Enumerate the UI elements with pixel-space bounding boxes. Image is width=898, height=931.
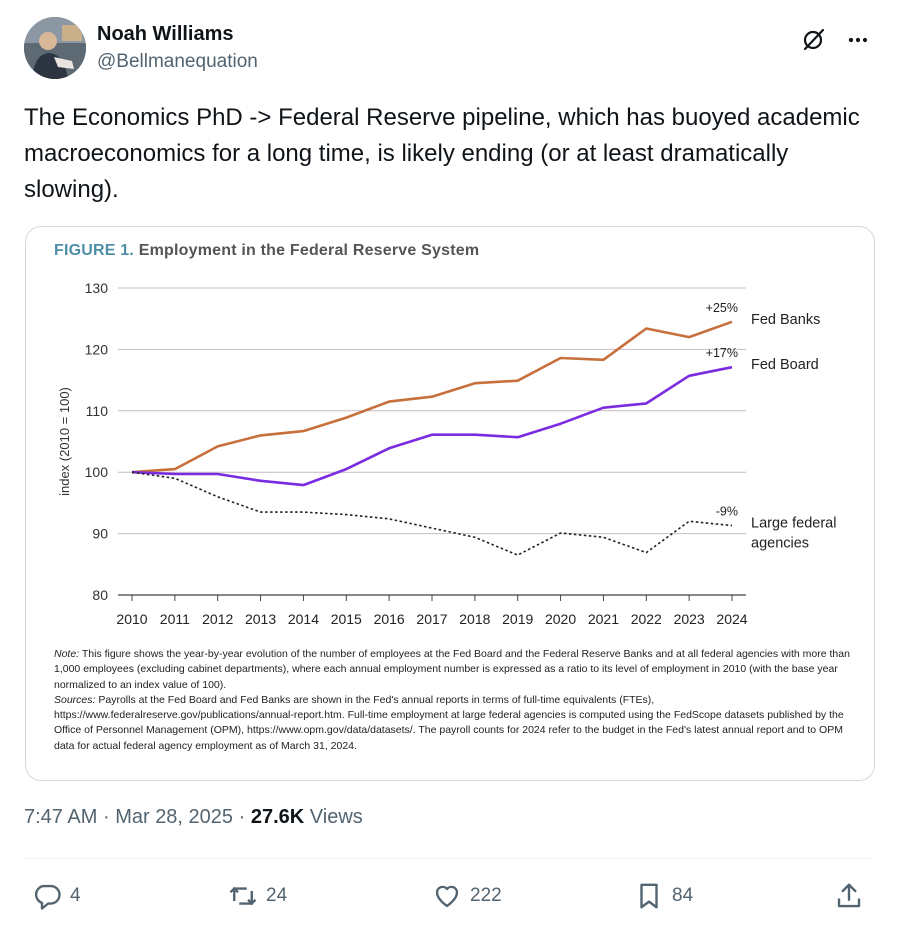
series-label: Fed Board	[751, 357, 819, 373]
end-change-label: +25%	[706, 301, 738, 315]
x-tick-label: 2011	[160, 611, 190, 627]
bookmark-button[interactable]: 84	[634, 872, 693, 920]
like-count: 222	[470, 885, 502, 906]
reply-count: 4	[70, 885, 81, 906]
display-name[interactable]: Noah Williams	[97, 23, 234, 45]
reply-button[interactable]: 4	[32, 872, 81, 920]
figure-title-text: Employment in the Federal Reserve System	[138, 242, 480, 259]
series-label: Fed Banks	[751, 312, 820, 328]
x-tick-label: 2023	[674, 611, 705, 627]
heart-icon	[435, 885, 459, 908]
x-tick-label: 2022	[631, 611, 662, 627]
series-line-fed-banks	[131, 320, 733, 474]
figure-label: FIGURE 1.	[54, 242, 135, 259]
x-tick-label: 2016	[374, 611, 405, 627]
x-tick-label: 2019	[502, 611, 533, 627]
x-tick-label: 2012	[202, 611, 233, 627]
reply-icon	[34, 884, 61, 910]
tweet-text: The Economics PhD -> Federal Reserve pip…	[24, 104, 860, 203]
repost-icon	[229, 886, 257, 906]
x-tick-label: 2018	[459, 611, 490, 627]
sources-label: Sources:	[54, 693, 96, 706]
y-axis-label: index (2010 = 100)	[57, 387, 72, 496]
x-tick-label: 2014	[288, 611, 319, 627]
more-icon[interactable]	[844, 25, 872, 53]
y-tick-label: 80	[92, 587, 108, 603]
tweet-header: Noah Williams @Bellmanequation	[24, 17, 874, 79]
series-label: agencies	[751, 536, 809, 552]
divider	[24, 858, 874, 859]
grok-icon[interactable]	[800, 25, 828, 53]
y-tick-label: 110	[86, 403, 109, 419]
x-tick-label: 2021	[588, 611, 619, 627]
share-button[interactable]	[834, 872, 872, 920]
sources-text: Payrolls at the Fed Board and Fed Banks …	[54, 693, 844, 752]
share-icon	[837, 883, 861, 908]
meta-separator-2: ·	[238, 806, 246, 828]
tweet-meta: 7:47 AM · Mar 28, 2025 · 27.6K Views	[24, 806, 363, 829]
tweet-date[interactable]: Mar 28, 2025	[115, 806, 234, 828]
note-text: This figure shows the year-by-year evolu…	[54, 648, 850, 691]
repost-button[interactable]: 24	[228, 872, 287, 920]
series-line-large-federal-agencies	[131, 471, 733, 556]
repost-count: 24	[266, 885, 288, 906]
meta-separator: ·	[102, 806, 110, 828]
x-tick-label: 2015	[331, 611, 362, 627]
avatar[interactable]	[24, 17, 86, 79]
views-label: Views	[309, 806, 363, 828]
end-change-label: -9%	[716, 505, 738, 519]
figure-title: FIGURE 1. Employment in the Federal Rese…	[54, 242, 479, 260]
x-tick-label: 2024	[716, 611, 747, 627]
series-label: Large federal	[751, 516, 836, 532]
action-bar: 4 24 222 84	[24, 872, 874, 920]
end-change-label: +17%	[706, 346, 738, 360]
x-tick-label: 2010	[116, 611, 147, 627]
like-button[interactable]: 222	[432, 872, 502, 920]
views-count: 27.6K	[250, 806, 305, 828]
tweet-time[interactable]: 7:47 AM	[24, 806, 98, 828]
user-handle[interactable]: @Bellmanequation	[97, 51, 258, 72]
y-tick-label: 120	[85, 341, 109, 357]
x-tick-label: 2017	[416, 611, 447, 627]
y-tick-label: 90	[92, 526, 108, 542]
author-block[interactable]: Noah Williams @Bellmanequation	[97, 21, 258, 75]
note-label: Note:	[54, 648, 80, 660]
figure-note: Note: This figure shows the year-by-year…	[54, 647, 854, 754]
bookmark-count: 84	[672, 885, 694, 906]
series-line-fed-board	[131, 365, 733, 487]
y-tick-label: 100	[85, 464, 109, 480]
y-tick-label: 130	[85, 280, 109, 296]
employment-chart: 80 90 100 110 120 130 2010 2011 2012 2013 2014 2015…	[57, 280, 836, 627]
bookmark-icon	[640, 883, 658, 909]
tweet-media[interactable]: FIGURE 1. Employment in the Federal Rese…	[25, 226, 875, 781]
x-tick-label: 2020	[545, 611, 576, 627]
x-tick-label: 2013	[245, 611, 276, 627]
